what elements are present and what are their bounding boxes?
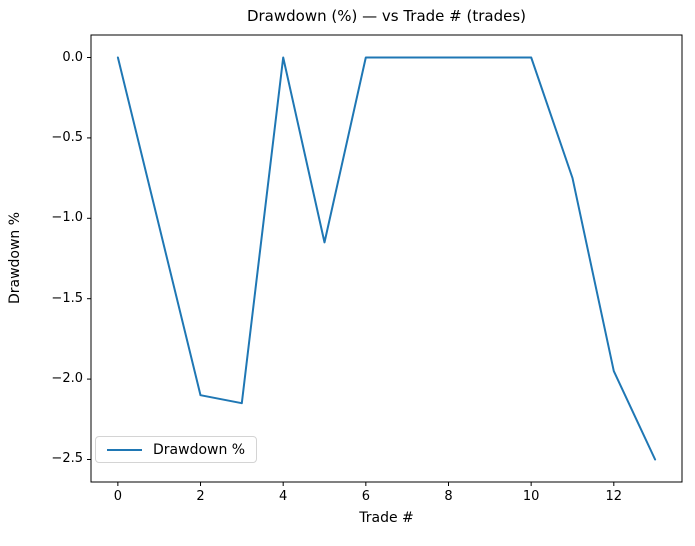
chart-title: Drawdown (%) — vs Trade # (trades) (246, 7, 527, 25)
x-tick-label: 6 (361, 489, 370, 504)
x-axis-label: Trade # (359, 510, 414, 526)
legend-line-sample (107, 448, 142, 451)
y-tick-label: −2.5 (51, 451, 83, 467)
plot-frame (90, 34, 683, 483)
x-tick-label: 12 (605, 489, 623, 504)
x-tick-label: 0 (113, 489, 122, 504)
x-tick-label: 8 (444, 489, 453, 504)
x-tick-label: 4 (279, 489, 288, 504)
y-tick-label: −2.0 (51, 371, 83, 387)
y-tick-label: −0.5 (51, 129, 83, 145)
x-tick-label: 2 (196, 489, 205, 504)
x-tick-label: 10 (522, 489, 540, 504)
y-tick-label: −1.5 (51, 290, 83, 306)
legend-label: Drawdown % (153, 441, 246, 458)
series-line (116, 56, 657, 461)
y-axis-label: Drawdown % (7, 211, 23, 305)
y-tick-label: 0.0 (62, 49, 83, 65)
y-tick-label: −1.0 (51, 210, 83, 226)
legend: Drawdown % (95, 436, 258, 463)
